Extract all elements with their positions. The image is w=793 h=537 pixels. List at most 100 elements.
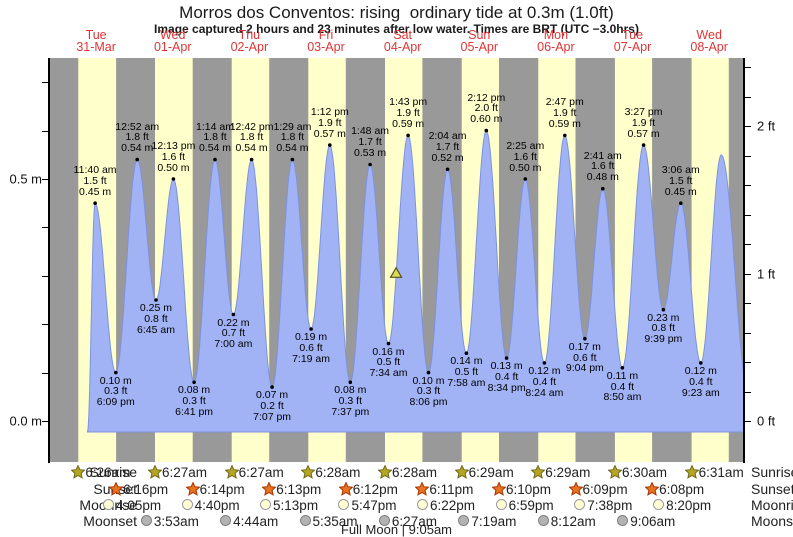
left-axis-tick bbox=[42, 179, 48, 180]
right-axis-tick bbox=[745, 126, 751, 127]
right-axis-tick bbox=[745, 96, 751, 98]
right-axis-line bbox=[743, 58, 745, 463]
low-tide-label: 0.11 m 0.4 ft 8:50 am bbox=[603, 369, 642, 404]
right-axis-tick bbox=[745, 244, 751, 245]
low-tide-dot bbox=[426, 370, 431, 375]
high-tide-dot bbox=[368, 162, 372, 167]
row-label-sunrise-left: Sunrise bbox=[89, 464, 137, 480]
sunrise-icon bbox=[301, 465, 316, 479]
high-tide-dot bbox=[249, 157, 254, 162]
low-tide-label: 0.12 m 0.4 ft 9:23 am bbox=[681, 364, 720, 399]
sunrise-icon bbox=[224, 465, 239, 479]
low-tide-dot bbox=[661, 307, 666, 312]
sunset-time: 6:14pm bbox=[199, 481, 245, 497]
left-axis-line bbox=[48, 58, 50, 463]
right-axis-label: 2 ft bbox=[757, 118, 776, 134]
row-label-moonset-left: Moonset bbox=[83, 512, 137, 529]
sunset-time: 6:08pm bbox=[659, 481, 705, 497]
low-tide-dot bbox=[583, 336, 587, 341]
left-axis-tick bbox=[42, 372, 48, 374]
moonrise-icon bbox=[574, 498, 586, 510]
high-tide-label: 2:12 pm 2.0 ft 0.60 m bbox=[467, 91, 506, 126]
moonrise-icon bbox=[495, 498, 507, 510]
high-tide-dot bbox=[563, 133, 567, 138]
right-axis-label: 1 ft bbox=[757, 266, 776, 281]
left-axis-tick bbox=[42, 275, 48, 277]
moonrise-time: 4:05pm bbox=[116, 497, 162, 513]
high-tide-dot bbox=[406, 133, 410, 138]
right-axis-tick bbox=[745, 214, 751, 216]
low-tide-label: 0.16 m 0.5 ft 7:34 am bbox=[369, 345, 408, 380]
right-axis-tick bbox=[745, 362, 751, 363]
chart-subtitle: Image captured 2 hours and 23 minutes af… bbox=[154, 22, 639, 36]
sunrise-icon bbox=[684, 465, 699, 479]
right-axis-label: 0 ft bbox=[757, 413, 776, 429]
high-tide-label: 1:14 am 1.8 ft 0.54 m bbox=[196, 120, 234, 155]
moonrise-time: 8:20pm bbox=[666, 497, 712, 513]
high-tide-dot bbox=[601, 186, 605, 191]
row-label-sunrise-right: Sunrise bbox=[751, 464, 793, 480]
high-tide-dot bbox=[135, 157, 139, 162]
sunset-time: 6:11pm bbox=[429, 481, 474, 497]
high-tide-dot bbox=[328, 143, 332, 147]
sunset-icon bbox=[185, 481, 200, 496]
low-tide-dot bbox=[114, 370, 118, 375]
moonset-icon bbox=[140, 514, 152, 526]
moonset-time: 4:44am bbox=[233, 513, 279, 529]
left-axis-label: 0.5 m bbox=[9, 171, 42, 187]
moonset-icon bbox=[220, 514, 232, 526]
high-tide-dot bbox=[523, 177, 528, 181]
low-tide-dot bbox=[620, 366, 625, 370]
low-tide-label: 0.08 m 0.3 ft 6:41 pm bbox=[175, 384, 214, 418]
sunrise-time: 6:28am bbox=[315, 465, 361, 480]
day-column-label: Sat 04-Apr bbox=[383, 28, 422, 54]
sunset-icon bbox=[645, 481, 660, 496]
low-tide-label: 0.08 m 0.3 ft 7:37 pm bbox=[331, 384, 370, 418]
day-column-label: Mon 06-Apr bbox=[537, 28, 575, 54]
sunset-time: 6:09pm bbox=[582, 481, 628, 497]
high-tide-label: 12:42 pm 1.8 ft 0.54 m bbox=[229, 120, 274, 155]
high-tide-label: 12:13 pm 1.6 ft 0.50 m bbox=[151, 140, 196, 174]
sunrise-time: 6:28am bbox=[391, 465, 437, 480]
row-label-moonrise-right: Moonrise bbox=[751, 496, 793, 513]
high-tide-dot bbox=[679, 201, 683, 205]
moonset-icon bbox=[299, 514, 311, 526]
high-tide-dot bbox=[93, 201, 97, 205]
low-tide-label: 0.14 m 0.5 ft 7:58 am bbox=[447, 355, 486, 389]
high-tide-label: 12:52 am 1.8 ft 0.54 m bbox=[115, 120, 160, 155]
moonrise-time: 6:59pm bbox=[508, 497, 554, 513]
moonrise-time: 6:22pm bbox=[429, 497, 475, 513]
low-tide-label: 0.23 m 0.8 ft 9:39 pm bbox=[644, 311, 683, 346]
high-tide-dot bbox=[484, 128, 489, 133]
sunrise-time: 6:27am bbox=[238, 465, 284, 480]
sunset-icon bbox=[262, 481, 277, 496]
sunset-time: 6:12pm bbox=[352, 481, 398, 497]
page-title: Morros dos Conventos: rising ordinary ti… bbox=[179, 3, 614, 22]
high-tide-label: 2:47 pm 1.9 ft 0.59 m bbox=[545, 96, 584, 131]
moonset-time: 8:12am bbox=[550, 513, 596, 529]
sunrise-icon bbox=[607, 465, 622, 479]
sunrise-time: 6:29am bbox=[545, 465, 591, 480]
tide-curve-chart bbox=[50, 58, 745, 462]
low-tide-label: 0.10 m 0.3 ft 6:09 pm bbox=[96, 374, 135, 409]
moonset-time: 7:19am bbox=[471, 513, 517, 529]
low-tide-dot bbox=[270, 385, 274, 389]
high-tide-label: 2:04 am 1.7 ft 0.52 m bbox=[428, 130, 467, 164]
sunset-time: 6:16pm bbox=[123, 481, 169, 497]
moonset-time: 6:27am bbox=[391, 513, 437, 529]
low-tide-dot bbox=[348, 380, 353, 385]
moonset-icon bbox=[537, 514, 549, 526]
right-axis-tick bbox=[745, 273, 751, 275]
sunset-icon bbox=[338, 481, 353, 496]
moonrise-time: 4:40pm bbox=[194, 497, 240, 513]
left-axis-tick bbox=[42, 82, 48, 84]
sunset-time: 6:13pm bbox=[276, 481, 322, 497]
high-tide-label: 2:25 am 1.6 ft 0.50 m bbox=[506, 140, 545, 174]
day-column-label: Fri 03-Apr bbox=[307, 28, 345, 54]
sunrise-icon bbox=[454, 465, 469, 479]
sunrise-icon bbox=[531, 465, 546, 479]
high-tide-dot bbox=[213, 157, 217, 162]
sunset-time: 6:10pm bbox=[505, 481, 551, 497]
high-tide-label: 1:29 am 1.8 ft 0.54 m bbox=[273, 120, 312, 155]
